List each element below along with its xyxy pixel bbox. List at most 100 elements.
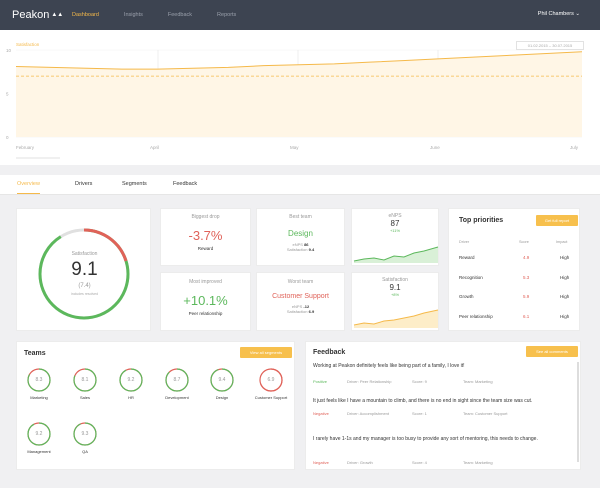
feedback-comment: Working at Peakon definitely feels like … [313,363,465,369]
tab-drivers[interactable]: Drivers [75,181,93,187]
feedback-comment: It just feels like I have a mountain to … [313,398,533,404]
user-name: Phil Chambers [537,11,574,17]
priority-driver[interactable]: Reward [459,255,475,260]
card-title: Biggest drop [191,214,220,220]
gauge-previous: (7.4) [78,283,91,289]
y-tick-label: 10 [6,48,12,53]
nav-insights[interactable]: Insights [123,12,143,18]
priority-driver[interactable]: Growth [459,294,474,299]
team-item[interactable]: 8.7 Development [157,368,197,400]
feedback-scrollbar[interactable] [577,362,579,462]
team-score-ring [73,422,97,446]
team-item[interactable]: 9.3 QA [65,422,105,454]
x-tick-label: June [430,145,440,150]
worst-team-sat: Satisfaction 6.9 [257,309,344,314]
team-name: Management [27,449,51,454]
team-score-ring [73,368,97,392]
team-score: 8.1 [81,377,89,383]
nav-dashboard[interactable]: Dashboard [72,12,99,18]
feedback-team: Team: Marketing [463,460,493,465]
priority-driver[interactable]: Peer relationship [459,313,493,319]
trend-chart-panel: 10 5 0 February April May June July [0,30,600,165]
trend-line [15,51,583,70]
team-item[interactable]: 9.2 Management [19,422,59,454]
enps-change: +11% [389,228,401,233]
see-comments-button[interactable]: See all comments [526,346,578,357]
team-score-ring [165,368,189,392]
sat-value: 9.4 [308,247,315,252]
enps-value: 87 [390,219,400,228]
best-team-card[interactable]: Best team Design eNPS 86 Satisfaction 9.… [256,208,345,266]
worst-team-card[interactable]: Worst team Customer Support eNPS -12 Sat… [256,272,345,331]
feedback-driver: Driver: Growth [347,460,373,465]
card-title: eNPS [388,213,402,219]
priority-impact: High [560,274,570,280]
team-item[interactable]: 8.1 Sales [65,368,105,400]
col-driver: Driver [459,240,470,244]
enps-sparkline [353,246,439,263]
feedback-score: Score: 9 [412,379,427,384]
satisfaction-card[interactable]: Satisfaction 9.1 +8% [351,272,439,331]
best-team-sat: Satisfaction 9.4 [257,247,344,252]
tab-overview[interactable]: Overview [17,181,40,194]
team-name: Sales [79,395,90,400]
feedback-title: Feedback [313,349,346,356]
date-range-picker[interactable]: 01.02.2015 – 30.07.2015 [516,41,584,50]
enps-card[interactable]: eNPS 87 +11% [351,208,439,266]
brand-logo[interactable]: Peakon ▲▲ [12,9,63,21]
feedback-card: Feedback See all comments [305,341,581,470]
card-title: Satisfaction [382,277,408,283]
feedback-driver: Driver: Accomplishment [347,411,390,416]
feedback-score: Score: 4 [412,460,427,465]
nav-reports[interactable]: Reports [217,12,237,18]
priorities-title: Top priorities [459,217,504,224]
tab-segments[interactable]: Segments [122,181,147,187]
satisfaction-gauge-card[interactable]: Satisfaction 9.1 (7.4) includes resolved [16,208,151,331]
tab-feedback[interactable]: Feedback [173,181,198,187]
team-score: 9.2 [35,431,43,437]
x-tick-label: May [290,145,299,150]
team-score-ring [259,368,283,392]
x-tick-label: July [570,145,579,150]
y-tick-label: 5 [6,92,9,97]
nav-feedback[interactable]: Feedback [167,12,193,18]
drop-value: -3.7% [188,228,223,243]
team-name: Customer Support [254,395,288,400]
team-item[interactable]: 9.4 Design [202,368,242,400]
user-menu[interactable]: Phil Chambers ⌄ [538,11,580,17]
gauge-note: includes resolved [70,292,99,296]
team-item[interactable]: 8.3 Marketing [19,368,59,400]
team-item[interactable]: 6.9 Customer Support [251,368,291,400]
improved-value: +10.1% [183,293,228,308]
team-score: 8.3 [35,377,43,383]
most-improved-card[interactable]: Most improved +10.1% Peer relationship [160,272,251,331]
chevron-down-icon: ⌄ [575,11,580,17]
full-report-button[interactable]: Get full report [536,215,578,226]
team-item[interactable]: 9.2 HR [111,368,151,400]
team-name: HR [128,395,134,400]
team-name: Marketing [30,395,48,400]
gauge-value: 9.1 [71,259,98,280]
sentiment-tag: Negative [313,460,329,465]
trend-area [16,51,582,137]
team-score-ring [119,368,143,392]
sentiment-tag: Positive [313,379,328,384]
priority-score: 4.9 [523,255,530,260]
team-score: 9.2 [127,377,135,383]
chart-legend-satisfaction[interactable]: Satisfaction [16,42,40,47]
improved-driver: Peer relationship [188,311,223,316]
view-segments-button[interactable]: View all segments [240,347,292,358]
x-tick-label: February [16,145,35,150]
biggest-drop-card[interactable]: Biggest drop -3.7% Reward [160,208,251,266]
priority-driver[interactable]: Recognition [459,274,483,280]
col-score: Score [519,240,529,244]
y-tick-label: 0 [6,135,9,140]
main-nav: Dashboard Insights Feedback Reports [72,12,261,18]
feedback-team: Team: Marketing [463,379,493,384]
team-score: 6.9 [267,377,275,383]
enps-label: eNPS [292,242,303,247]
top-priorities-card: Top priorities Get full report Driver Sc… [448,208,580,331]
card-title: Best team [289,214,312,220]
team-score-ring [27,422,51,446]
worst-team-enps: eNPS -12 [257,304,344,309]
